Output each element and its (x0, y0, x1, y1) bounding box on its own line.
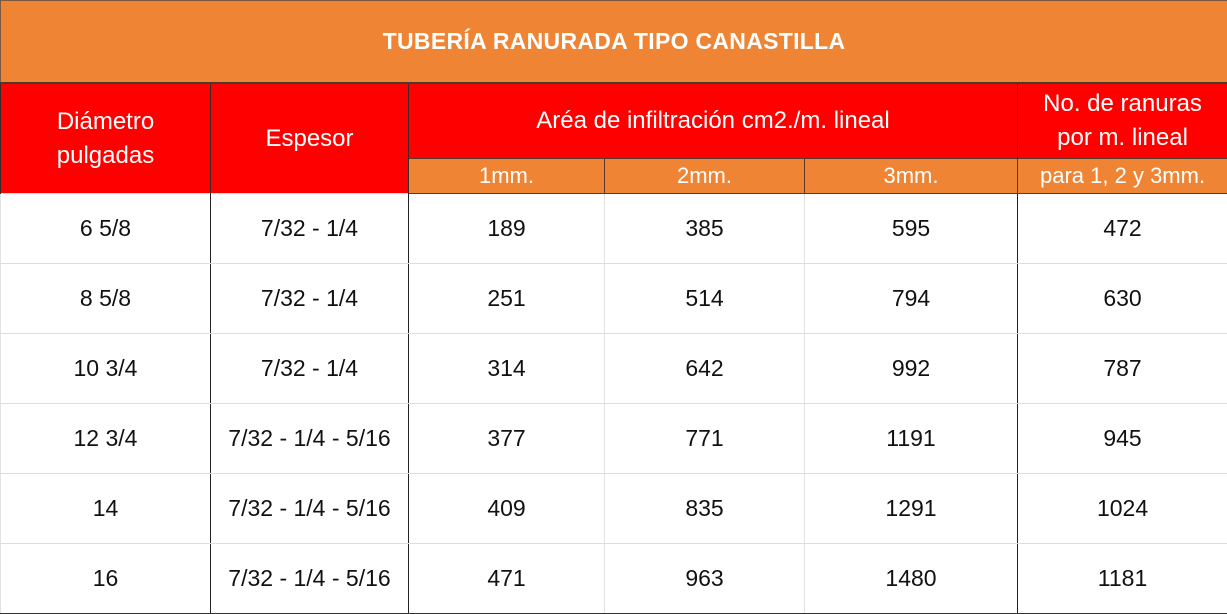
cell-diametro[interactable]: 16 (1, 544, 211, 614)
header-diametro: Diámetro pulgadas (1, 83, 211, 194)
cell-espesor[interactable]: 7/32 - 1/4 - 5/16 (211, 404, 409, 474)
cell-area-2mm[interactable]: 771 (605, 404, 805, 474)
cell-area-1mm[interactable]: 471 (409, 544, 605, 614)
cell-area-2mm[interactable]: 963 (605, 544, 805, 614)
cell-ranuras[interactable]: 472 (1018, 194, 1227, 264)
subheader-3mm: 3mm. (805, 159, 1018, 194)
cell-area-3mm[interactable]: 1191 (805, 404, 1018, 474)
cell-area-1mm[interactable]: 377 (409, 404, 605, 474)
cell-area-1mm[interactable]: 314 (409, 334, 605, 404)
cell-area-1mm[interactable]: 189 (409, 194, 605, 264)
subheader-2mm: 2mm. (605, 159, 805, 194)
table-title: TUBERÍA RANURADA TIPO CANASTILLA (1, 1, 1227, 84)
table-row: 16 7/32 - 1/4 - 5/16 471 963 1480 1181 (1, 544, 1227, 614)
cell-ranuras[interactable]: 1024 (1018, 474, 1227, 544)
cell-ranuras[interactable]: 1181 (1018, 544, 1227, 614)
cell-espesor[interactable]: 7/32 - 1/4 - 5/16 (211, 474, 409, 544)
cell-ranuras[interactable]: 630 (1018, 264, 1227, 334)
header-espesor: Espesor (211, 83, 409, 194)
cell-area-3mm[interactable]: 1291 (805, 474, 1018, 544)
subheader-1mm: 1mm. (409, 159, 605, 194)
subheader-ranuras: para 1, 2 y 3mm. (1018, 159, 1227, 194)
table-row: 6 5/8 7/32 - 1/4 189 385 595 472 (1, 194, 1227, 264)
cell-diametro[interactable]: 10 3/4 (1, 334, 211, 404)
cell-diametro[interactable]: 6 5/8 (1, 194, 211, 264)
cell-ranuras[interactable]: 945 (1018, 404, 1227, 474)
cell-espesor[interactable]: 7/32 - 1/4 - 5/16 (211, 544, 409, 614)
cell-area-3mm[interactable]: 794 (805, 264, 1018, 334)
cell-espesor[interactable]: 7/32 - 1/4 (211, 194, 409, 264)
cell-area-2mm[interactable]: 514 (605, 264, 805, 334)
table-row: 14 7/32 - 1/4 - 5/16 409 835 1291 1024 (1, 474, 1227, 544)
cell-area-1mm[interactable]: 251 (409, 264, 605, 334)
cell-area-3mm[interactable]: 992 (805, 334, 1018, 404)
cell-ranuras[interactable]: 787 (1018, 334, 1227, 404)
cell-area-2mm[interactable]: 835 (605, 474, 805, 544)
cell-area-3mm[interactable]: 595 (805, 194, 1018, 264)
cell-espesor[interactable]: 7/32 - 1/4 (211, 264, 409, 334)
header-no-ranuras: No. de ranuras por m. lineal (1018, 83, 1227, 159)
table-row: 12 3/4 7/32 - 1/4 - 5/16 377 771 1191 94… (1, 404, 1227, 474)
cell-espesor[interactable]: 7/32 - 1/4 (211, 334, 409, 404)
cell-diametro[interactable]: 8 5/8 (1, 264, 211, 334)
table-row: 10 3/4 7/32 - 1/4 314 642 992 787 (1, 334, 1227, 404)
cell-diametro[interactable]: 14 (1, 474, 211, 544)
header-area-infiltracion: Aréa de infiltración cm2./m. lineal (409, 83, 1018, 159)
cell-area-3mm[interactable]: 1480 (805, 544, 1018, 614)
table-row: 8 5/8 7/32 - 1/4 251 514 794 630 (1, 264, 1227, 334)
cell-area-1mm[interactable]: 409 (409, 474, 605, 544)
cell-area-2mm[interactable]: 642 (605, 334, 805, 404)
cell-diametro[interactable]: 12 3/4 (1, 404, 211, 474)
cell-area-2mm[interactable]: 385 (605, 194, 805, 264)
